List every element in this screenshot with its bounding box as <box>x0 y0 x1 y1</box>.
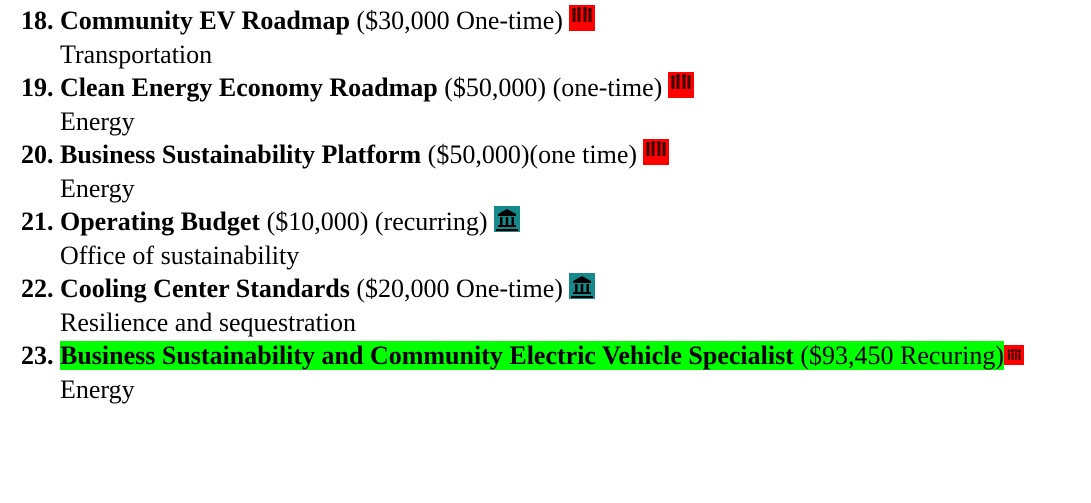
item-detail: ($20,000 One-time) <box>356 274 563 303</box>
community-icon <box>643 139 670 165</box>
list-item: 20. Business Sustainability Platform ($5… <box>0 138 1091 205</box>
item-detail: ($50,000)(one time) <box>427 140 638 169</box>
item-number: 18. <box>21 6 54 35</box>
list-item: 23. Business Sustainability and Communit… <box>0 339 1091 406</box>
government-icon <box>568 273 595 299</box>
item-category: Resilience and sequestration <box>60 307 357 337</box>
item-number: 23. <box>21 341 54 370</box>
item-number: 19. <box>21 73 54 102</box>
item-number: 20. <box>21 140 54 169</box>
item-category: Energy <box>60 374 135 404</box>
item-detail: ($93,450 Recuring) <box>800 341 1004 370</box>
item-title: Community EV Roadmap <box>60 6 350 35</box>
item-title: Operating Budget <box>60 207 261 236</box>
item-title: Business Sustainability and Community El… <box>60 341 794 370</box>
item-detail: ($10,000) (recurring) <box>266 207 488 236</box>
highlight: Business Sustainability and Community El… <box>60 341 1004 370</box>
item-title: Business Sustainability Platform <box>60 140 422 169</box>
list-item: 19. Clean Energy Economy Roadmap ($50,00… <box>0 71 1091 138</box>
item-detail: ($30,000 One-time) <box>356 6 563 35</box>
item-title: Clean Energy Economy Roadmap <box>60 73 438 102</box>
community-icon <box>1004 345 1024 365</box>
item-category: Transportation <box>60 39 213 69</box>
list-item: 21. Operating Budget ($10,000) (recurrin… <box>0 205 1091 272</box>
list-item: 22. Cooling Center Standards ($20,000 On… <box>0 272 1091 339</box>
item-category: Office of sustainability <box>60 240 300 270</box>
item-category: Energy <box>60 173 135 203</box>
item-number: 22. <box>21 274 54 303</box>
list-item: 18. Community EV Roadmap ($30,000 One-ti… <box>0 4 1091 71</box>
government-icon <box>493 206 520 232</box>
item-title: Cooling Center Standards <box>60 274 350 303</box>
community-icon <box>668 72 695 98</box>
item-number: 21. <box>21 207 54 236</box>
item-category: Energy <box>60 106 135 136</box>
community-icon <box>568 5 595 31</box>
item-detail: ($50,000) (one-time) <box>444 73 663 102</box>
document: 18. Community EV Roadmap ($30,000 One-ti… <box>0 4 1091 406</box>
